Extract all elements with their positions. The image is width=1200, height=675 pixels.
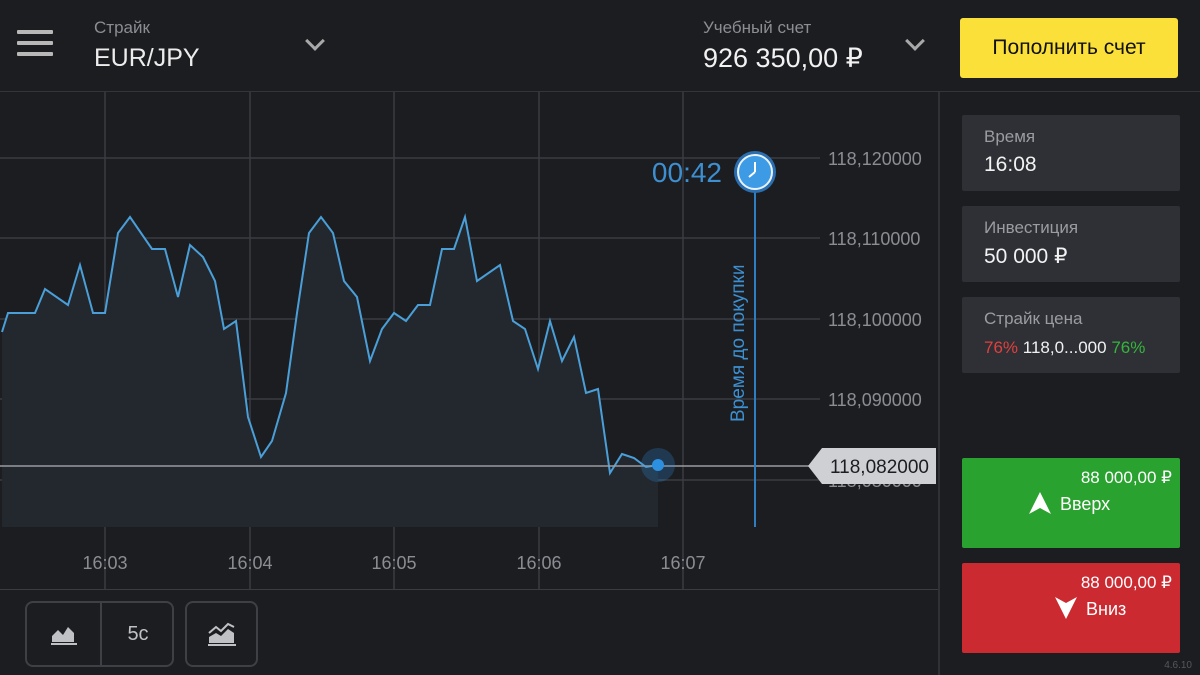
x-tick: 16:05 xyxy=(371,553,416,573)
asset-selector[interactable]: Страйк EUR/JPY xyxy=(94,18,334,78)
price-chart-svg: 00:42 Время до покупки 118,120000 118,11… xyxy=(0,92,936,589)
up-button-label: Вверх xyxy=(1060,494,1111,514)
x-axis: 16:03 16:04 16:05 16:06 16:07 xyxy=(82,553,705,573)
indicators-chart-icon[interactable] xyxy=(187,603,256,665)
y-tick: 118,120000 xyxy=(828,149,922,169)
clock-icon xyxy=(734,151,776,193)
down-button[interactable]: 88 000,00 ₽ Вниз xyxy=(962,563,1180,653)
chart-settings-group: 5с xyxy=(25,601,174,667)
x-tick: 16:03 xyxy=(82,553,127,573)
x-tick: 16:04 xyxy=(227,553,272,573)
strike-price-value: 118,0...000 xyxy=(1022,338,1107,357)
chart-toolbar: 5с xyxy=(0,589,938,675)
expiry-time-box[interactable]: Время 16:08 xyxy=(962,115,1180,191)
arrow-down-icon xyxy=(1055,597,1077,619)
strike-price-label: Страйк цена xyxy=(984,309,1083,328)
indicators-group xyxy=(185,601,258,667)
trade-panel: Время 16:08 Инвестиция 50 000 ₽ Страйк ц… xyxy=(938,92,1200,675)
expiry-time-label: Время xyxy=(984,127,1036,146)
up-button[interactable]: 88 000,00 ₽ Вверх xyxy=(962,458,1180,548)
current-price-tag: 118,082000 xyxy=(808,448,936,484)
price-area-fill xyxy=(2,217,658,527)
price-chart[interactable]: 00:42 Время до покупки 118,120000 118,11… xyxy=(0,92,938,589)
up-payout-amount: 88 000,00 ₽ xyxy=(1080,468,1172,487)
account-selector[interactable]: Учебный счет 926 350,00 ₽ xyxy=(703,18,933,78)
purchase-deadline-label: Время до покупки xyxy=(728,265,749,422)
down-button-label: Вниз xyxy=(1086,599,1127,619)
arrow-up-icon xyxy=(1029,492,1051,514)
strike-price-box[interactable]: Страйк цена 76% 118,0...000 76% xyxy=(962,297,1180,373)
investment-label: Инвестиция xyxy=(984,218,1079,237)
expiry-time-value: 16:08 xyxy=(984,153,1037,176)
current-price-value: 118,082000 xyxy=(830,457,929,478)
down-payout-amount: 88 000,00 ₽ xyxy=(1080,573,1172,592)
asset-name: EUR/JPY xyxy=(94,44,200,72)
app-version: 4.6.10 xyxy=(1164,660,1192,671)
deposit-button[interactable]: Пополнить счет xyxy=(960,18,1178,78)
strike-left-payout: 76% xyxy=(984,338,1019,357)
price-line xyxy=(1,213,659,476)
strike-price-row: 76% 118,0...000 76% xyxy=(984,338,1180,358)
y-tick: 118,100000 xyxy=(828,310,922,330)
y-tick: 118,110000 xyxy=(828,229,920,249)
investment-value: 50 000 ₽ xyxy=(984,245,1068,268)
account-balance: 926 350,00 ₽ xyxy=(703,43,863,73)
hamburger-menu-icon[interactable] xyxy=(14,26,56,62)
current-price-marker xyxy=(652,459,664,471)
timeframe-button[interactable]: 5с xyxy=(127,622,149,645)
area-chart-icon[interactable] xyxy=(27,603,100,665)
toolbar-divider xyxy=(100,603,102,665)
countdown-timer: 00:42 xyxy=(652,157,722,188)
y-axis: 118,120000 118,110000 118,100000 118,090… xyxy=(828,149,922,491)
top-header: Страйк EUR/JPY Учебный счет 926 350,00 ₽… xyxy=(0,0,1200,92)
x-tick: 16:06 xyxy=(516,553,561,573)
strike-right-payout: 76% xyxy=(1111,338,1146,357)
account-type-label: Учебный счет xyxy=(703,18,812,37)
y-tick: 118,090000 xyxy=(828,390,922,410)
x-tick: 16:07 xyxy=(660,553,705,573)
investment-box[interactable]: Инвестиция 50 000 ₽ xyxy=(962,206,1180,282)
asset-selector-label: Страйк xyxy=(94,18,150,37)
